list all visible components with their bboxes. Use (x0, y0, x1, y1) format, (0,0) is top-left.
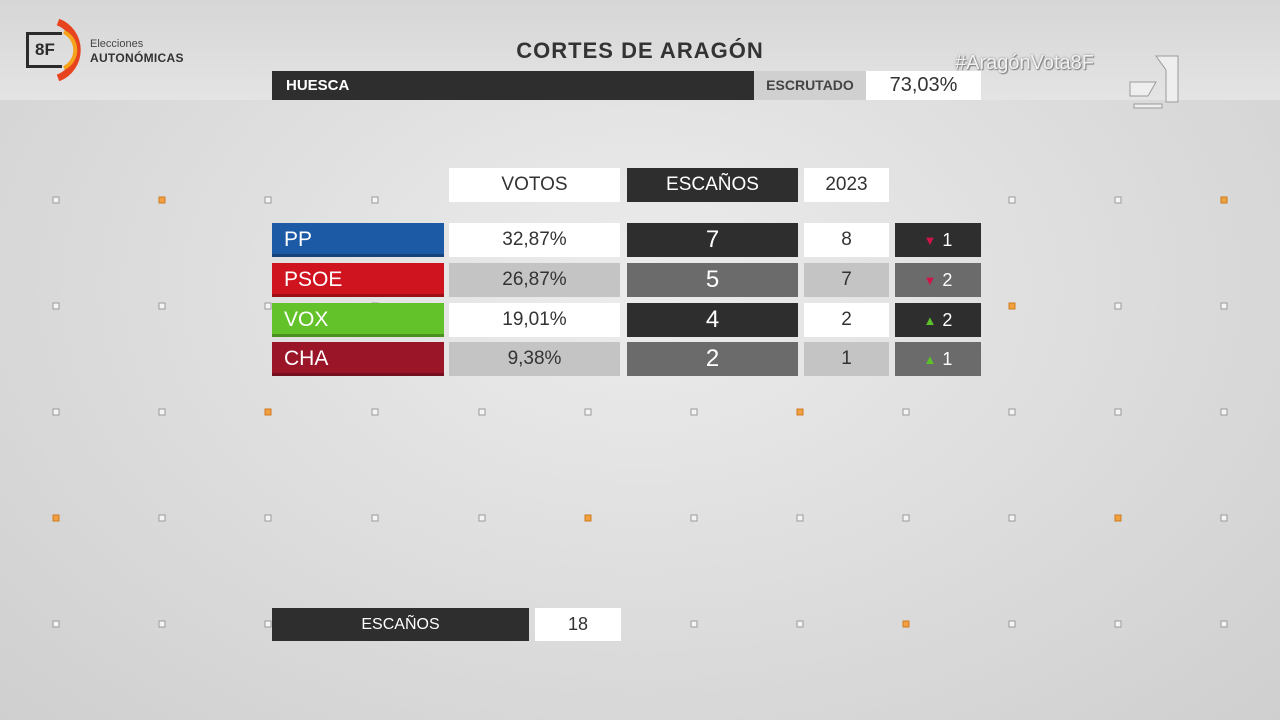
party-name: CHA (272, 342, 444, 376)
background-dot (371, 514, 379, 522)
background-dot (584, 408, 592, 416)
seat-change: ▲ 1 (895, 342, 981, 376)
seat-count: 4 (627, 303, 798, 337)
background-dot (52, 514, 60, 522)
background-dot (264, 514, 272, 522)
background-dot (478, 408, 486, 416)
party-row-pp: PP 32,87% 7 8 ▼ 1 (0, 223, 1280, 257)
background-dot (264, 196, 272, 204)
background-dot (371, 408, 379, 416)
background-dot (264, 408, 272, 416)
logo-number: 8F (35, 40, 55, 59)
background-dot (1114, 196, 1122, 204)
background-dot (796, 408, 804, 416)
region-name: HUESCA (272, 71, 754, 100)
background-dot (264, 620, 272, 628)
previous-seats: 2 (804, 303, 889, 337)
seat-count: 5 (627, 263, 798, 297)
background-dot (1008, 620, 1016, 628)
logo-arc-icon (56, 18, 81, 82)
party-name: PSOE (272, 263, 444, 297)
party-name: VOX (272, 303, 444, 337)
page-title: CORTES DE ARAGÓN (516, 38, 764, 63)
background-dot (1220, 408, 1228, 416)
background-dot (584, 514, 592, 522)
background-dot (1114, 408, 1122, 416)
background-dot (690, 514, 698, 522)
channel-logo-icon (1129, 55, 1179, 109)
seat-change-value: 1 (942, 230, 953, 250)
background-dot (796, 514, 804, 522)
background-dot (52, 196, 60, 204)
background-dot (690, 408, 698, 416)
triangle-down-icon: ▼ (923, 233, 937, 248)
triangle-up-icon: ▲ (923, 313, 937, 328)
background-dot (1114, 620, 1122, 628)
background-dot (902, 620, 910, 628)
background-dot (796, 620, 804, 628)
seat-change-value: 1 (942, 349, 953, 369)
party-name: PP (272, 223, 444, 257)
background-dot (1220, 196, 1228, 204)
previous-seats: 8 (804, 223, 889, 257)
background-dot (158, 514, 166, 522)
background-dot (1220, 620, 1228, 628)
hashtag: #AragónVota8F (955, 52, 1094, 74)
seat-change: ▼ 1 (895, 223, 981, 257)
seat-count: 7 (627, 223, 798, 257)
background-dot (690, 620, 698, 628)
seat-count: 2 (627, 342, 798, 376)
elections-logo: 8F Elecciones AUTONÓMICAS (26, 14, 206, 88)
triangle-down-icon: ▼ (923, 273, 937, 288)
background-dot (52, 620, 60, 628)
background-dot (371, 196, 379, 204)
total-seats-value: 18 (535, 608, 621, 641)
seat-change-value: 2 (942, 310, 953, 330)
background-dot (52, 408, 60, 416)
column-header-previous: 2023 (804, 168, 889, 202)
background-dot (158, 620, 166, 628)
party-row-cha: CHA 9,38% 2 1 ▲ 1 (0, 342, 1280, 376)
background-dot (1008, 514, 1016, 522)
background-dot (478, 514, 486, 522)
background-dot (158, 408, 166, 416)
triangle-up-icon: ▲ (923, 352, 937, 367)
column-header-votes: VOTOS (449, 168, 620, 202)
seat-change-value: 2 (942, 270, 953, 290)
background-dot (1114, 514, 1122, 522)
scrutiny-value: 73,03% (866, 71, 981, 100)
background-dot (158, 196, 166, 204)
background-dot (1008, 408, 1016, 416)
vote-share: 26,87% (449, 263, 620, 297)
vote-share: 9,38% (449, 342, 620, 376)
logo-line-1: Elecciones (90, 38, 144, 50)
party-row-psoe: PSOE 26,87% 5 7 ▼ 2 (0, 263, 1280, 297)
vote-share: 19,01% (449, 303, 620, 337)
background-dot (902, 408, 910, 416)
column-header-seats: ESCAÑOS (627, 168, 798, 202)
previous-seats: 7 (804, 263, 889, 297)
party-row-vox: VOX 19,01% 4 2 ▲ 2 (0, 303, 1280, 337)
logo-bracket (26, 32, 62, 68)
previous-seats: 1 (804, 342, 889, 376)
seat-change: ▲ 2 (895, 303, 981, 337)
background-dot (902, 514, 910, 522)
scrutiny-label: ESCRUTADO (754, 71, 866, 100)
background-dot (1008, 196, 1016, 204)
logo-line-2: AUTONÓMICAS (90, 51, 184, 65)
background-dot (1220, 514, 1228, 522)
seat-change: ▼ 2 (895, 263, 981, 297)
vote-share: 32,87% (449, 223, 620, 257)
total-seats-label: ESCAÑOS (272, 608, 529, 641)
